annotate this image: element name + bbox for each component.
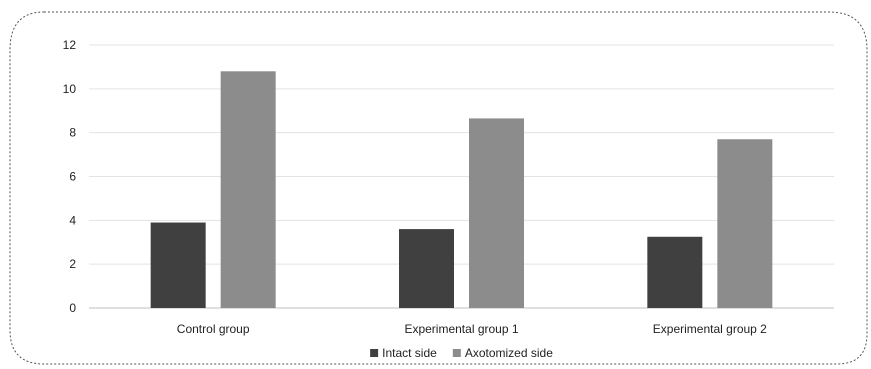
x-category-label: Experimental group 1 bbox=[404, 322, 518, 336]
bar-intact-side bbox=[647, 236, 703, 308]
bar-intact-side bbox=[150, 222, 206, 308]
x-axis-categories: Control group Experimental group 1 Experim… bbox=[177, 322, 767, 336]
chart-frame: 0 2 4 6 8 10 12 Control group Experimental grou… bbox=[4, 4, 869, 365]
legend-label: Intact side bbox=[382, 346, 437, 360]
x-category-label: Experimental group 2 bbox=[653, 322, 767, 336]
bar-axotomized-side bbox=[717, 139, 773, 308]
y-tick-label: 0 bbox=[69, 301, 76, 315]
y-tick-label: 12 bbox=[63, 38, 77, 52]
chart-border bbox=[9, 11, 868, 365]
x-category-label: Control group bbox=[177, 322, 250, 336]
legend-swatch bbox=[370, 349, 379, 357]
bars bbox=[150, 71, 773, 308]
bar-chart: 0 2 4 6 8 10 12 Control group Experimental grou… bbox=[9, 11, 868, 365]
bar-intact-side bbox=[399, 229, 454, 308]
bar-axotomized-side bbox=[469, 118, 524, 308]
y-tick-label: 8 bbox=[69, 126, 76, 140]
bar-axotomized-side bbox=[220, 71, 276, 308]
legend-label: Axotomized side bbox=[465, 346, 553, 360]
legend: Intact side Axotomized side bbox=[370, 346, 553, 360]
y-tick-label: 6 bbox=[69, 170, 76, 184]
y-tick-label: 10 bbox=[63, 82, 77, 96]
legend-swatch bbox=[452, 349, 461, 357]
y-tick-label: 4 bbox=[69, 213, 76, 227]
y-tick-label: 2 bbox=[69, 257, 76, 271]
gridlines bbox=[89, 44, 834, 309]
y-axis-ticks: 0 2 4 6 8 10 12 bbox=[63, 38, 77, 315]
